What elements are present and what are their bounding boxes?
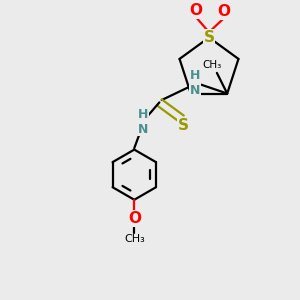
- Text: O: O: [217, 4, 230, 19]
- Text: O: O: [128, 211, 141, 226]
- Text: S: S: [178, 118, 188, 133]
- Text: S: S: [203, 30, 214, 45]
- Text: O: O: [189, 3, 202, 18]
- Text: H
N: H N: [138, 108, 148, 136]
- Text: CH₃: CH₃: [203, 60, 222, 70]
- Text: CH₃: CH₃: [124, 234, 145, 244]
- Text: H
N: H N: [190, 69, 200, 97]
